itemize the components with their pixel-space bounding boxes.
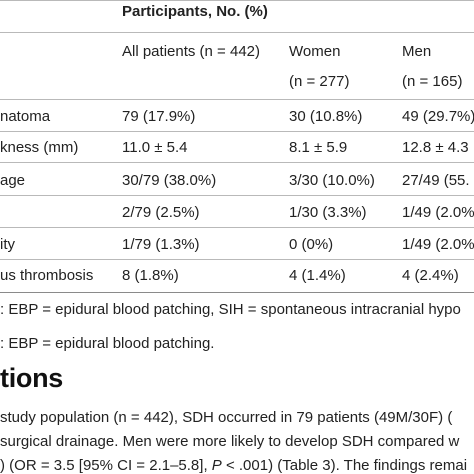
- cell-women: 0 (0%): [289, 236, 334, 253]
- table-top-rule: [0, 0, 474, 1]
- column-header-men-n: (n = 165): [402, 73, 463, 90]
- cell-women: 4 (1.4%): [289, 267, 346, 284]
- cell-men: 4 (2.4%): [402, 267, 459, 284]
- cell-women: 30 (10.8%): [289, 108, 363, 125]
- row-rule: [0, 195, 474, 196]
- body-text-segment: ) (OR = 3.5 [95% CI = 2.1–5.8],: [0, 457, 212, 474]
- row-label: ity: [0, 236, 15, 253]
- body-paragraph-line: study population (n = 442), SDH occurred…: [0, 409, 453, 426]
- cell-men: 27/49 (55.: [402, 172, 470, 189]
- row-rule: [0, 227, 474, 228]
- table-footnote: : EBP = epidural blood patching.: [0, 335, 215, 352]
- row-rule: [0, 259, 474, 260]
- row-label: us thrombosis: [0, 267, 94, 284]
- cell-men: 1/49 (2.0%: [402, 236, 474, 253]
- header-group-rule: [0, 32, 474, 33]
- table-bottom-rule: [0, 292, 474, 293]
- cell-men: 49 (29.7%): [402, 108, 474, 125]
- row-rule: [0, 131, 474, 132]
- cell-all: 30/79 (38.0%): [122, 172, 217, 189]
- cell-women: 1/30 (3.3%): [289, 204, 367, 221]
- row-label: age: [0, 172, 26, 189]
- column-header-all: All patients (n = 442): [122, 43, 260, 60]
- column-header-men: Men: [402, 43, 432, 60]
- cell-all: 11.0 ± 5.4: [122, 139, 188, 156]
- header-rule: [0, 99, 474, 100]
- cell-women: 8.1 ± 5.9: [289, 139, 348, 156]
- cell-men: 12.8 ± 4.3: [402, 139, 469, 156]
- column-group-header: Participants, No. (%): [122, 3, 268, 20]
- cell-women: 3/30 (10.0%): [289, 172, 375, 189]
- row-label: kness (mm): [0, 139, 79, 156]
- table-footnote: : EBP = epidural blood patching, SIH = s…: [0, 301, 461, 318]
- row-rule: [0, 162, 474, 163]
- body-paragraph-line: surgical drainage. Men were more likely …: [0, 433, 460, 450]
- section-heading: tions: [0, 363, 63, 393]
- column-header-women-n: (n = 277): [289, 73, 350, 90]
- cell-all: 2/79 (2.5%): [122, 204, 200, 221]
- p-value-symbol: P: [211, 457, 222, 474]
- column-header-women: Women: [289, 43, 341, 60]
- body-paragraph-line: ) (OR = 3.5 [95% CI = 2.1–5.8], P < .001…: [0, 457, 467, 474]
- cell-all: 8 (1.8%): [122, 267, 179, 284]
- cell-all: 1/79 (1.3%): [122, 236, 200, 253]
- cell-men: 1/49 (2.0%: [402, 204, 474, 221]
- cell-all: 79 (17.9%): [122, 108, 196, 125]
- row-label: natoma: [0, 108, 51, 125]
- body-text-segment: < .001) (Table 3). The findings remai: [221, 457, 468, 474]
